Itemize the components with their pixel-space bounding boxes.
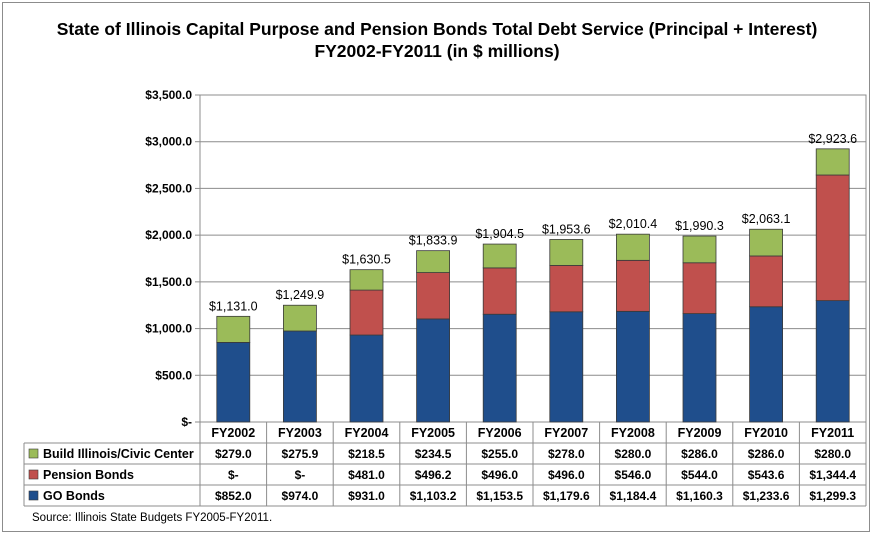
chart-title-block: State of Illinois Capital Purpose and Pe… — [0, 18, 874, 62]
table-cell-value: $255.0 — [481, 447, 518, 461]
table-cell-value: $1,179.6 — [543, 489, 590, 503]
x-category-label: FY2008 — [611, 426, 655, 440]
table-cell-value: $1,344.4 — [809, 468, 856, 482]
table-cell-value: $280.0 — [814, 447, 851, 461]
bar-segment — [349, 289, 384, 336]
table-cell-value: $286.0 — [748, 447, 785, 461]
legend-label: GO Bonds — [43, 489, 105, 503]
bar-segment — [616, 259, 650, 312]
table-cell-value: $218.5 — [348, 447, 385, 461]
bar-segment — [482, 243, 517, 269]
bar-segment — [549, 311, 584, 423]
table-cell-value: $- — [295, 468, 306, 482]
total-label: $2,923.6 — [808, 132, 857, 146]
x-category-label: FY2007 — [544, 426, 588, 440]
bar-segment — [216, 315, 251, 343]
table-cell-value: $543.6 — [748, 468, 785, 482]
table-cell-value: $278.0 — [548, 447, 585, 461]
total-label: $1,630.5 — [342, 253, 391, 267]
total-label: $1,131.0 — [209, 299, 258, 313]
table-cell-value: $1,184.4 — [610, 489, 657, 503]
bar-segment — [216, 341, 251, 423]
table-cell-value: $1,299.3 — [809, 489, 856, 503]
chart-title: State of Illinois Capital Purpose and Pe… — [56, 19, 818, 39]
bar-segment — [349, 269, 384, 291]
table-cell-value: $496.0 — [548, 468, 585, 482]
x-category-label: FY2005 — [411, 426, 455, 440]
bar-segment — [815, 148, 850, 176]
table-cell-value: $1,153.5 — [476, 489, 523, 503]
bar-segment — [749, 306, 783, 423]
y-tick-label: $500.0 — [155, 368, 192, 382]
x-category-label: FY2011 — [811, 426, 854, 440]
legend-swatch — [28, 490, 39, 501]
y-tick-label: $1,500.0 — [145, 275, 192, 289]
bar-segment — [682, 313, 717, 423]
x-category-label: FY2010 — [744, 426, 788, 440]
table-cell-value: $496.0 — [481, 468, 518, 482]
y-tick-label: $2,500.0 — [145, 181, 192, 195]
legend-swatch — [28, 469, 39, 480]
total-label: $1,249.9 — [276, 288, 325, 302]
total-label: $1,904.5 — [475, 227, 524, 241]
y-tick-label: $2,000.0 — [145, 228, 192, 242]
table-cell-value: $- — [228, 468, 239, 482]
table-cell-value: $974.0 — [282, 489, 319, 503]
table-cell-value: $481.0 — [348, 468, 385, 482]
legend-label: Pension Bonds — [43, 468, 134, 482]
bar-segment — [549, 265, 584, 313]
table-cell-value: $1,103.2 — [410, 489, 457, 503]
bar-segment — [749, 228, 783, 257]
x-category-label: FY2003 — [278, 426, 322, 440]
bar-segment — [349, 334, 384, 423]
table-cell-value: $280.0 — [615, 447, 652, 461]
total-label: $1,953.6 — [542, 222, 591, 236]
bar-segment — [682, 235, 717, 264]
table-cell-value: $279.0 — [215, 447, 252, 461]
y-tick-label: $1,000.0 — [145, 322, 192, 336]
table-cell-value: $544.0 — [681, 468, 718, 482]
bar-segment — [282, 330, 317, 423]
bar-segment — [282, 304, 317, 332]
bar-segment — [416, 272, 451, 320]
y-tick-label: $- — [181, 415, 192, 429]
table-cell-value: $852.0 — [215, 489, 252, 503]
total-label: $1,990.3 — [675, 219, 724, 233]
legend-label: Build Illinois/Civic Center — [43, 447, 194, 461]
table-cell-value: $546.0 — [615, 468, 652, 482]
bar-segment — [749, 255, 783, 308]
bar-segment — [682, 262, 717, 314]
bar-segment — [815, 300, 850, 423]
y-tick-label: $3,500.0 — [145, 88, 192, 102]
x-category-label: FY2002 — [211, 426, 255, 440]
y-tick-label: $3,000.0 — [145, 135, 192, 149]
table-cell-value: $1,160.3 — [676, 489, 723, 503]
x-category-label: FY2004 — [345, 426, 389, 440]
bar-segment — [616, 233, 650, 261]
bar-segment — [616, 310, 650, 423]
total-label: $2,010.4 — [609, 217, 658, 231]
x-category-label: FY2006 — [478, 426, 522, 440]
table-cell-value: $275.9 — [282, 447, 319, 461]
table-cell-value: $1,233.6 — [743, 489, 790, 503]
bar-segment — [416, 250, 451, 273]
table-cell-value: $931.0 — [348, 489, 385, 503]
total-label: $2,063.1 — [742, 212, 791, 226]
table-cell-value: $496.2 — [415, 468, 452, 482]
table-cell-value: $234.5 — [415, 447, 452, 461]
legend-swatch — [28, 448, 39, 459]
bar-segment — [482, 313, 517, 423]
table-cell-value: $286.0 — [681, 447, 718, 461]
source-note: Source: Illinois State Budgets FY2005-FY… — [32, 512, 273, 524]
bar-segment — [416, 318, 451, 423]
bar-segment — [482, 267, 517, 315]
bar-segment — [815, 174, 850, 302]
x-category-label: FY2009 — [678, 426, 722, 440]
chart-subtitle: FY2002-FY2011 (in $ millions) — [314, 41, 560, 61]
bar-segment — [549, 239, 584, 266]
total-label: $1,833.9 — [409, 234, 458, 248]
